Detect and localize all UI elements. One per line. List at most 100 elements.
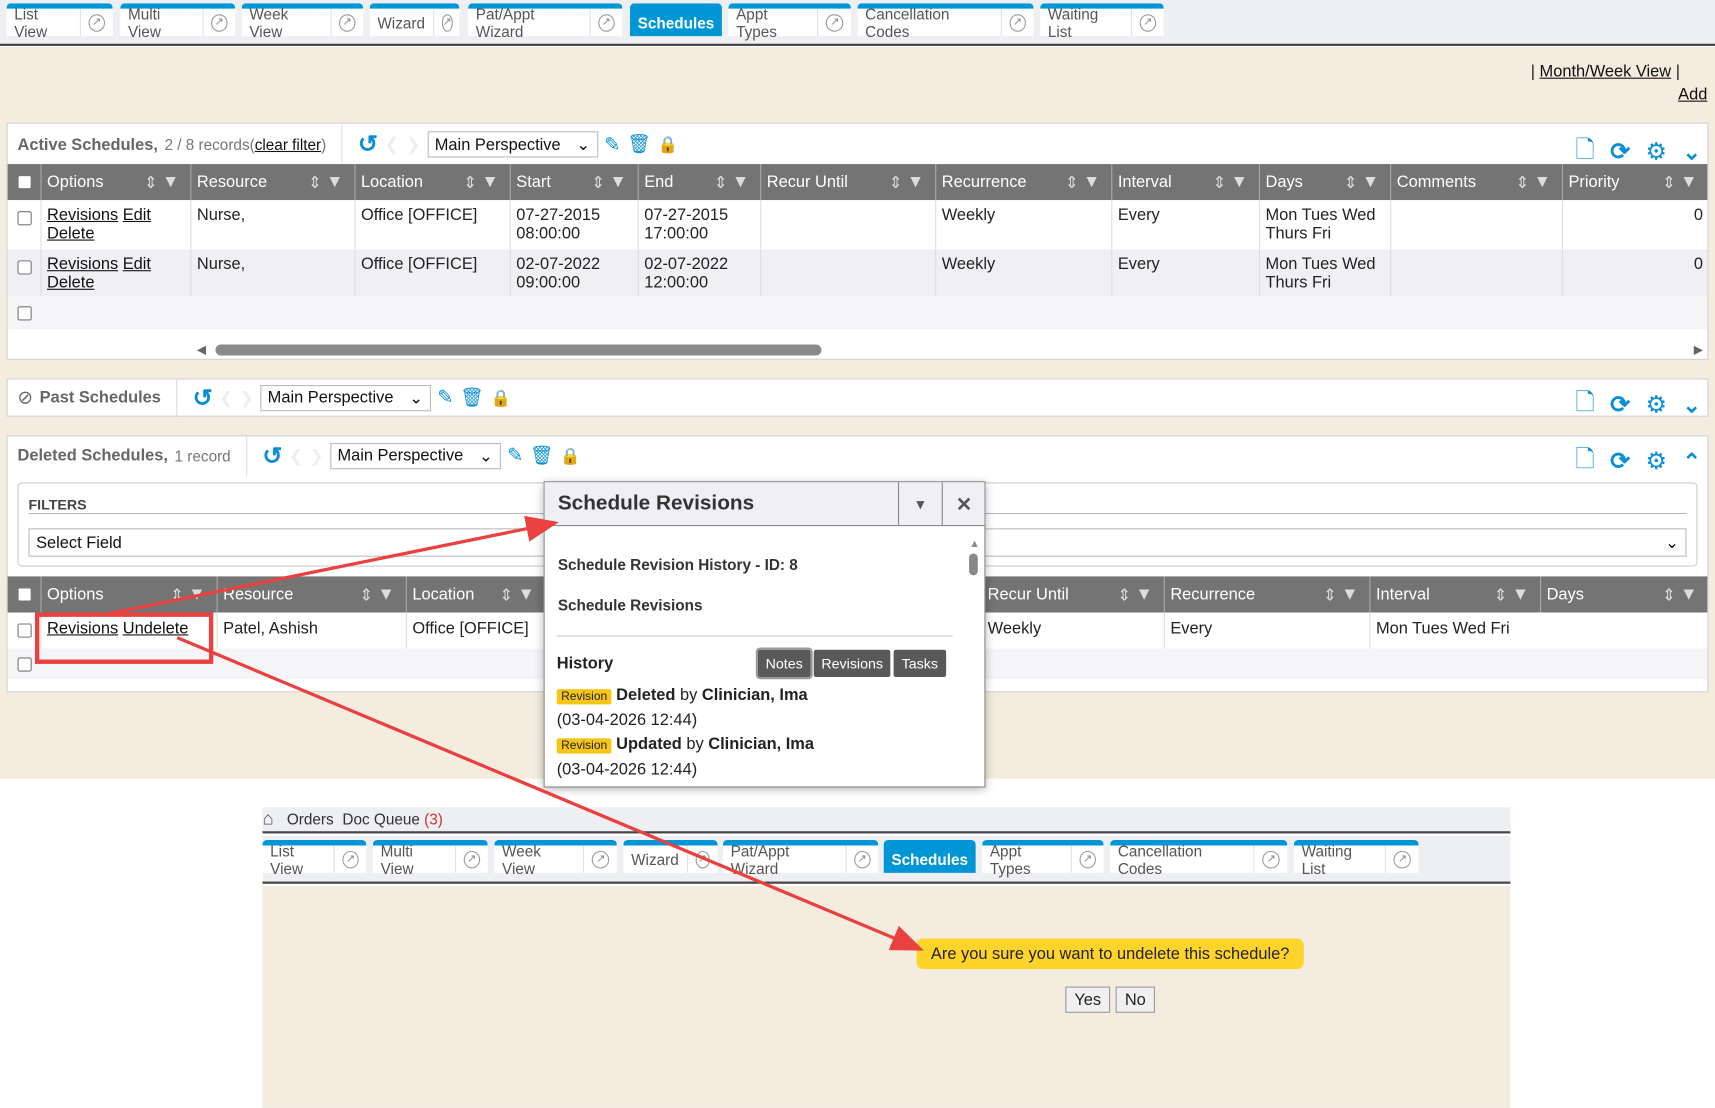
popout-icon[interactable]: ↗ [210, 13, 228, 32]
sort-icon[interactable]: ⇕ [1212, 173, 1227, 193]
month-week-view-link[interactable]: Month/Week View [1539, 62, 1672, 81]
tab-appt-types[interactable]: Appt Types ↗ [982, 840, 1104, 877]
select-all-checkbox[interactable] [16, 175, 32, 190]
sort-icon[interactable]: ⇕ [463, 173, 478, 193]
filter-icon[interactable]: ▼ [1361, 172, 1380, 192]
filter-icon[interactable]: ▼ [481, 172, 499, 192]
popout-icon[interactable]: ↗ [1009, 13, 1026, 32]
sort-icon[interactable]: ⇕ [1493, 586, 1508, 605]
scrollbar-thumb[interactable] [969, 553, 978, 576]
sort-icon[interactable]: ⇕ [143, 173, 158, 193]
revisions-button[interactable]: Revisions [813, 649, 891, 678]
column-header[interactable]: Days ⇕ ▼ [1540, 576, 1708, 613]
sort-icon[interactable]: ⇕ [1662, 173, 1676, 193]
next-icon[interactable]: ❯ [239, 388, 254, 408]
filter-icon[interactable]: ▼ [377, 585, 395, 604]
column-header[interactable]: Location ⇕ ▼ [405, 576, 546, 613]
new-document-icon[interactable]: 🗋 [1575, 445, 1595, 473]
column-header[interactable]: Resource ⇕ ▼ [216, 576, 406, 613]
doc-queue-link[interactable]: Doc Queue (3) [342, 810, 442, 828]
next-icon[interactable]: ❯ [405, 135, 421, 155]
column-header[interactable]: Start ⇕ ▼ [509, 164, 638, 201]
tab-schedules[interactable]: Schedules [630, 3, 722, 37]
notes-button[interactable]: Notes [755, 647, 813, 680]
prev-icon[interactable]: ❮ [219, 388, 234, 408]
row-checkbox[interactable] [17, 657, 32, 672]
refresh-icon[interactable]: ⟳ [1610, 137, 1631, 166]
scrollbar-thumb[interactable] [215, 344, 822, 356]
next-icon[interactable]: ❯ [309, 446, 324, 466]
popout-icon[interactable]: ↗ [88, 13, 105, 32]
tab-week-view[interactable]: Week View ↗ [241, 3, 364, 40]
yes-button[interactable]: Yes [1065, 986, 1111, 1013]
tab-list-view[interactable]: List View ↗ [262, 840, 367, 877]
row-checkbox[interactable] [17, 306, 32, 321]
delete-link[interactable]: Delete [47, 273, 95, 293]
sort-icon[interactable]: ⇕ [359, 586, 374, 605]
sort-icon[interactable]: ⇕ [499, 586, 514, 605]
revisions-link[interactable]: Revisions [47, 254, 119, 274]
column-header[interactable]: End ⇕ ▼ [637, 164, 761, 201]
select-all-checkbox[interactable] [16, 587, 32, 602]
filter-icon[interactable]: ▼ [609, 172, 627, 192]
column-header[interactable]: Interval ⇕ ▼ [1111, 164, 1259, 201]
tab-waiting-list[interactable]: Waiting List ↗ [1293, 840, 1419, 877]
dialog-scrollbar[interactable]: ▲ [969, 533, 980, 577]
trash-icon[interactable]: 🗑 [460, 386, 484, 408]
column-header[interactable]: Days ⇕ ▼ [1258, 164, 1390, 201]
gear-icon[interactable]: ⚙ [1645, 390, 1668, 418]
home-icon[interactable]: ⌂ [262, 808, 274, 830]
column-header[interactable]: Location ⇕ ▼ [354, 164, 509, 201]
refresh-icon[interactable]: ⟳ [1610, 447, 1631, 475]
revisions-link[interactable]: Revisions [47, 205, 119, 225]
popout-icon[interactable]: ↗ [1393, 850, 1411, 868]
expand-chevron-icon[interactable]: ⌄ [1682, 393, 1701, 418]
scroll-left-icon[interactable]: ◀ [196, 343, 207, 357]
new-document-icon[interactable]: 🗋 [1575, 135, 1595, 163]
tab-pat-appt-wizard[interactable]: Pat/Appt Wizard ↗ [468, 3, 623, 40]
scroll-up-icon[interactable]: ▲ [969, 538, 980, 551]
popout-icon[interactable]: ↗ [592, 850, 610, 868]
edit-link[interactable]: Edit [122, 205, 152, 225]
popout-icon[interactable]: ↗ [853, 850, 871, 868]
column-header[interactable]: Resource ⇕ ▼ [190, 164, 354, 201]
undo-icon[interactable]: ↺ [262, 441, 283, 469]
sort-icon[interactable]: ⇕ [591, 173, 606, 193]
gear-icon[interactable]: ⚙ [1645, 447, 1668, 475]
dialog-menu-button[interactable]: ▾ [897, 482, 942, 527]
column-header[interactable]: Recurrence ⇕ ▼ [1163, 576, 1370, 613]
sort-icon[interactable]: ⇕ [307, 173, 322, 193]
pencil-icon[interactable]: ✎ [604, 132, 621, 155]
trash-icon[interactable]: 🗑 [627, 133, 651, 155]
edit-link[interactable]: Edit [122, 254, 152, 274]
perspective-select[interactable]: Main Perspective ⌄ [329, 442, 501, 469]
filter-icon[interactable]: ▼ [326, 172, 344, 192]
perspective-select[interactable]: Main Perspective ⌄ [427, 131, 598, 158]
filter-icon[interactable]: ▼ [1680, 172, 1698, 192]
tab-week-view[interactable]: Week View ↗ [494, 840, 617, 877]
tab-waiting-list[interactable]: Waiting List ↗ [1040, 3, 1164, 40]
tab-list-view[interactable]: List View ↗ [6, 3, 113, 40]
scroll-right-icon[interactable]: ▶ [1693, 343, 1703, 357]
filter-icon[interactable]: ▼ [1341, 585, 1359, 604]
filter-icon[interactable]: ▼ [1230, 172, 1248, 192]
popout-icon[interactable]: ↗ [441, 13, 453, 32]
sort-icon[interactable]: ⇕ [713, 173, 728, 193]
prev-icon[interactable]: ❮ [289, 446, 303, 466]
row-checkbox[interactable] [17, 211, 32, 226]
pencil-icon[interactable]: ✎ [437, 386, 454, 408]
column-header[interactable]: Interval ⇕ ▼ [1369, 576, 1540, 613]
sort-icon[interactable]: ⇕ [1064, 173, 1079, 193]
lock-icon[interactable]: 🔒 [490, 388, 511, 408]
tab-schedules[interactable]: Schedules [883, 840, 976, 873]
tab-cancellation-codes[interactable]: Cancellation Codes ↗ [857, 3, 1034, 40]
new-document-icon[interactable]: 🗋 [1575, 388, 1595, 416]
filter-icon[interactable]: ▼ [162, 172, 180, 192]
orders-link[interactable]: Orders [286, 810, 334, 828]
sort-icon[interactable]: ⇕ [1515, 173, 1530, 193]
no-button[interactable]: No [1115, 986, 1155, 1013]
filter-icon[interactable]: ▼ [517, 585, 535, 604]
popout-icon[interactable]: ↗ [826, 13, 844, 32]
column-header[interactable]: Options ⇕▼ [40, 164, 190, 201]
filter-icon[interactable]: ▼ [1680, 585, 1698, 604]
